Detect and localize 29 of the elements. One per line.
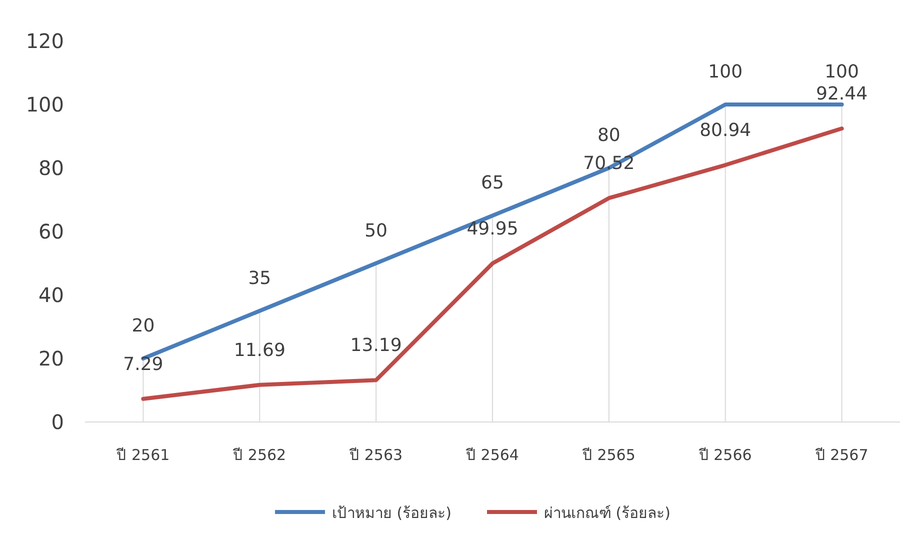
xtick: ปี 2564 xyxy=(466,446,519,464)
label: 100 xyxy=(708,62,743,82)
xtick: ปี 2562 xyxy=(233,446,286,464)
ytick: 80 xyxy=(38,156,64,180)
label: 92.44 xyxy=(816,84,868,104)
label: 80.94 xyxy=(700,120,752,142)
legend-item: เป้าหมาย (ร้อยละ) xyxy=(332,504,452,522)
ytick: 60 xyxy=(38,220,64,244)
label: 35 xyxy=(248,268,272,289)
xtick: ปี 2561 xyxy=(116,446,170,464)
ytick: 0 xyxy=(51,410,64,434)
label: 13.19 xyxy=(350,335,402,356)
label: 100 xyxy=(824,62,859,82)
xtick: ปี 2567 xyxy=(815,446,868,464)
xtick: ปี 2563 xyxy=(350,446,403,464)
ytick: 20 xyxy=(38,346,64,370)
ytick: 120 xyxy=(26,29,64,53)
label: 50 xyxy=(364,220,388,242)
xtick: ปี 2566 xyxy=(698,446,752,464)
label: 49.95 xyxy=(466,218,518,240)
label: 11.69 xyxy=(234,340,286,361)
xtick: ปี 2565 xyxy=(582,446,636,464)
label: 80 xyxy=(597,125,620,146)
ytick: 40 xyxy=(38,283,64,307)
label: 20 xyxy=(132,316,155,336)
label: 7.29 xyxy=(123,354,164,375)
legend-item: ผ่านเกณฑ์ (ร้อยละ) xyxy=(544,504,670,522)
label: 65 xyxy=(481,172,504,194)
ytick: 100 xyxy=(26,92,64,116)
